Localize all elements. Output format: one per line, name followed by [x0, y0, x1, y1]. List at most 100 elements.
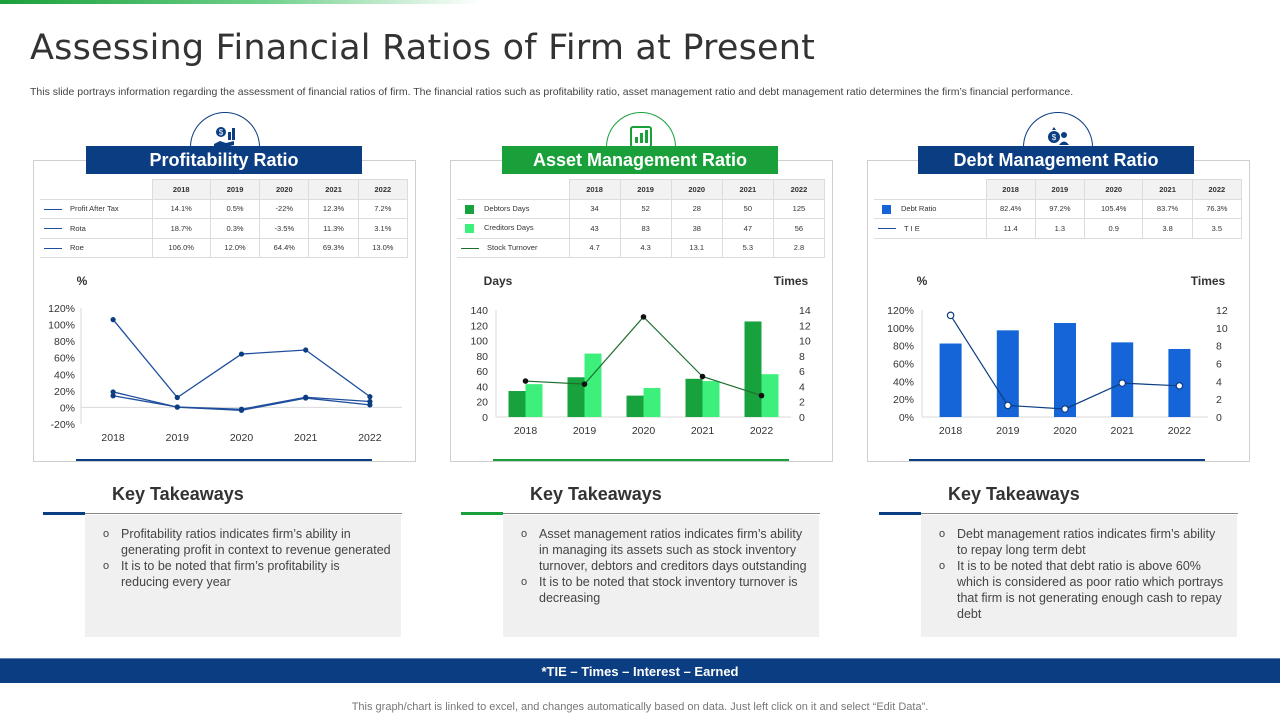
- table-cell: 0.5%: [209, 198, 261, 219]
- takeaway-item: It is to be noted that firm’s profitabil…: [103, 558, 391, 590]
- y-tick-label: 140: [470, 305, 488, 317]
- y-tick-label: 120: [470, 320, 488, 332]
- x-tick-label: 2022: [358, 432, 382, 444]
- profitability-takeaways: Profitability ratios indicates firm’s ab…: [85, 515, 401, 637]
- table-row: Profit After Tax 14.1% 0.5% -22% 12.3% 7…: [40, 198, 409, 219]
- year-header: 2018: [151, 179, 211, 200]
- year-header: 2018: [568, 179, 621, 200]
- data-point: [110, 317, 116, 323]
- table-row: Roe 106.0% 12.0% 64.4% 69.3% 13.0%: [40, 237, 409, 258]
- data-point: [303, 395, 309, 401]
- data-point: [303, 347, 309, 353]
- takeaway-item: Profitability ratios indicates firm’s ab…: [103, 526, 391, 558]
- x-tick-label: 2021: [294, 432, 318, 444]
- page-title: Assessing Financial Ratios of Firm at Pr…: [30, 28, 816, 68]
- takeaways-rule-accent: [461, 512, 503, 515]
- takeaway-item: Asset management ratios indicates firm’s…: [521, 526, 809, 574]
- data-point: [110, 393, 116, 399]
- y-tick-label: 120%: [48, 303, 75, 315]
- table-cell: 76.3%: [1191, 198, 1243, 219]
- table-cell: 83: [619, 218, 672, 239]
- table-row: Debtors Days 34 52 28 50 125: [457, 198, 826, 219]
- table-cell: 38: [670, 218, 723, 239]
- table-cell: 56: [772, 218, 826, 239]
- takeaway-item: It is to be noted that debt ratio is abo…: [939, 558, 1227, 622]
- data-point: [367, 394, 373, 400]
- y2-tick-label: 14: [799, 305, 811, 317]
- table-cell: 43: [568, 218, 621, 239]
- x-tick-label: 2019: [573, 425, 597, 437]
- table-cell: 69.3%: [308, 237, 359, 258]
- year-header: 2021: [308, 179, 359, 200]
- year-header: 2022: [1191, 179, 1243, 200]
- asset-management-takeaways: Asset management ratios indicates firm’s…: [503, 515, 819, 637]
- table-row: T I E 11.4 1.3 0.9 3.8 3.5: [874, 218, 1243, 239]
- y2-tick-label: 2: [799, 397, 805, 409]
- y-tick-label: 100%: [48, 320, 75, 332]
- table-cell: 2.8: [772, 237, 826, 258]
- x-tick-label: 2019: [166, 432, 190, 444]
- bar: [525, 384, 543, 417]
- asset-management-title: Asset Management Ratio: [502, 146, 778, 174]
- table-cell: 47: [721, 218, 774, 239]
- table-cell: 0.9: [1083, 218, 1144, 239]
- y2-tick-label: 2: [1216, 394, 1222, 406]
- y2-tick-label: 12: [799, 320, 811, 332]
- series-line: [525, 315, 762, 397]
- data-point: [367, 402, 373, 408]
- y-tick-label: 80%: [893, 341, 914, 353]
- bar: [761, 374, 779, 417]
- takeaway-item: It is to be noted that stock inventory t…: [521, 574, 809, 606]
- y-tick-label: 60%: [893, 359, 914, 371]
- data-point: [1175, 381, 1184, 390]
- takeaway-item: Debt management ratios indicates firm’s …: [939, 526, 1227, 558]
- y2-tick-label: 4: [1216, 376, 1222, 388]
- x-tick-label: 2021: [691, 425, 715, 437]
- y2-tick-label: 6: [1216, 359, 1222, 371]
- year-header: 2022: [357, 179, 409, 200]
- svg-text:$: $: [219, 128, 224, 137]
- y2-tick-label: 10: [799, 336, 811, 348]
- year-header: 2020: [259, 179, 310, 200]
- takeaways-heading: Key Takeaways: [112, 484, 244, 504]
- asset-management-chart: Days Times 0 20 40 60 80 100 120 140 0 2 4 6 8 10 12 14 20…: [470, 274, 811, 437]
- year-header: 2018: [985, 179, 1036, 200]
- year-header: 2021: [1142, 179, 1193, 200]
- y-tick-label: 100: [470, 336, 488, 348]
- data-point: [699, 373, 706, 380]
- table-cell: 125: [772, 198, 826, 219]
- right-axis-title: Times: [1191, 274, 1226, 288]
- year-header: 2019: [1034, 179, 1086, 200]
- table-cell: -22%: [259, 198, 310, 219]
- takeaways-rule-accent: [43, 512, 85, 515]
- y-tick-label: 20: [476, 397, 488, 409]
- debt-management-chart: % Times 0% 20% 40% 60% 80% 100% 120% 0 2 4 6 8 10 12 201…: [887, 274, 1228, 437]
- table-cell: 5.3: [721, 237, 774, 258]
- y-tick-label: 20%: [54, 386, 75, 398]
- y2-tick-label: 6: [799, 366, 805, 378]
- row-label: Rota: [70, 223, 86, 233]
- bar: [1054, 323, 1076, 417]
- y2-tick-label: 8: [799, 351, 805, 363]
- y-tick-label: 0%: [60, 402, 75, 414]
- x-tick-label: 2018: [939, 425, 963, 437]
- table-cell: 97.2%: [1034, 198, 1086, 219]
- y-tick-label: 120%: [887, 305, 914, 317]
- profitability-chart: % -20% 0% 20% 40% 60% 80% 100% 120% 2018 2019 2020 2…: [48, 274, 402, 444]
- takeaways-rule: [43, 513, 402, 514]
- data-point: [640, 314, 647, 320]
- debt-management-card-underline: [909, 459, 1205, 461]
- row-label: T I E: [904, 223, 920, 233]
- year-header: 2020: [670, 179, 723, 200]
- takeaways-heading: Key Takeaways: [948, 484, 1080, 504]
- table-cell: 3.8: [1142, 218, 1193, 239]
- table-cell: 52: [619, 198, 672, 219]
- table-cell: 14.1%: [151, 198, 211, 219]
- y-tick-label: 0: [482, 412, 488, 424]
- left-axis-title: %: [917, 274, 928, 288]
- y-tick-label: -20%: [50, 419, 75, 431]
- x-tick-label: 2018: [101, 432, 125, 444]
- y2-tick-label: 10: [1216, 323, 1228, 335]
- year-header: 2019: [619, 179, 672, 200]
- x-tick-label: 2022: [1168, 425, 1192, 437]
